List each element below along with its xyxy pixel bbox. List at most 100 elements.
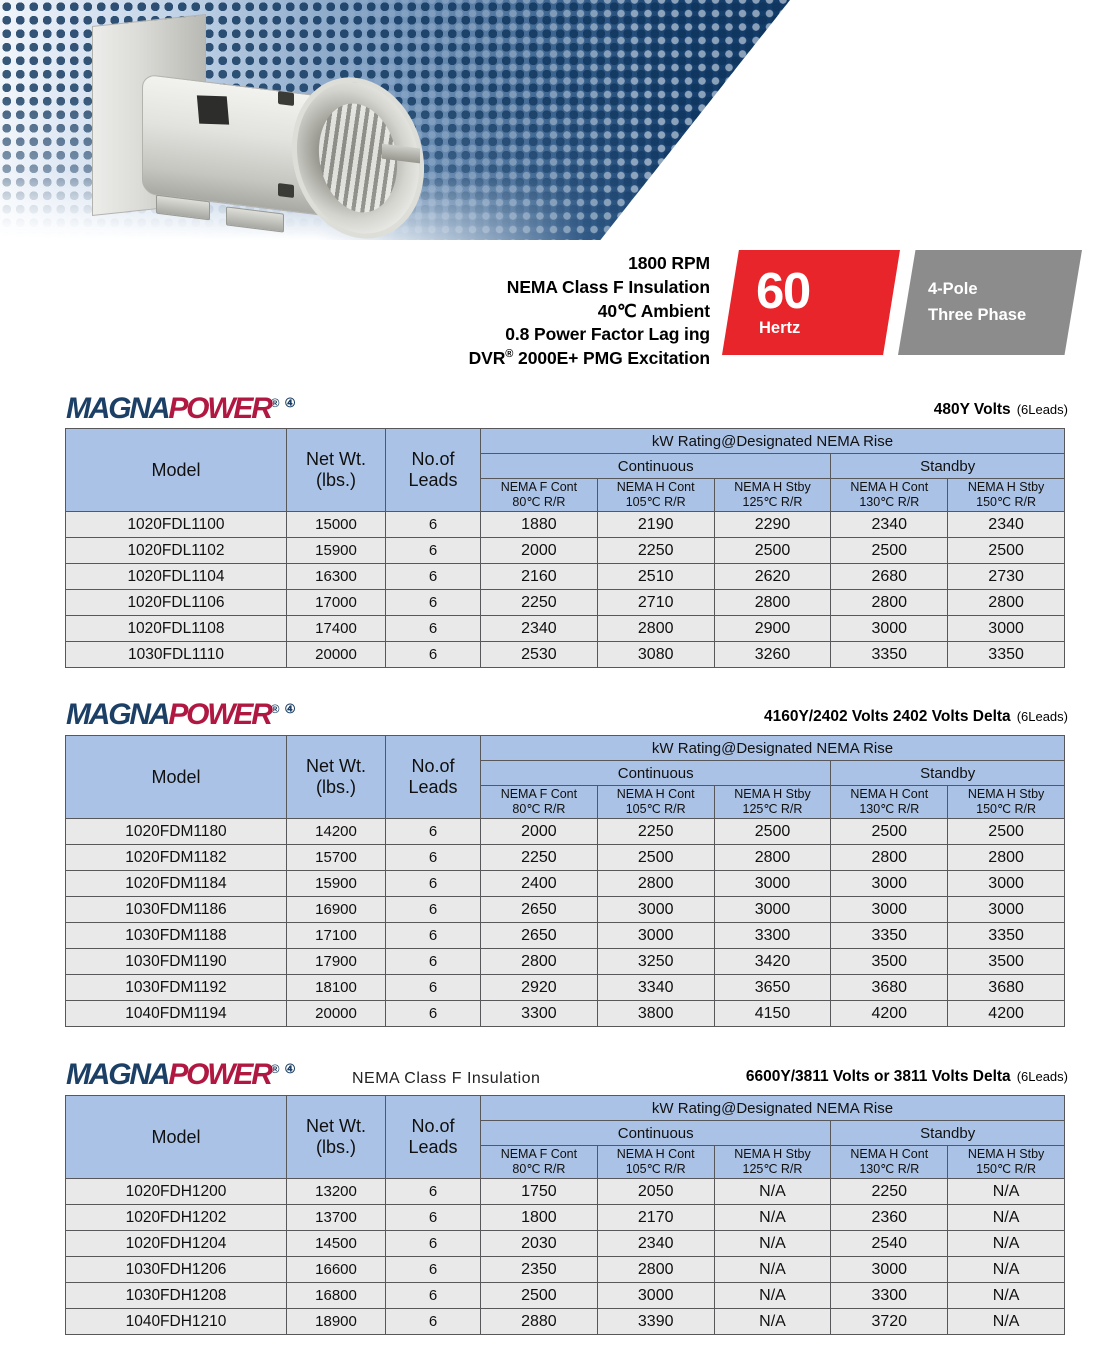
cell-model: 1020FDH1204 — [65, 1230, 287, 1257]
cell-nema-h-cont-130: 2500 — [830, 537, 949, 564]
table-row: 1020FDL1100 15000 6 1880 2190 2290 2340 2340 — [65, 511, 1065, 538]
net-weight-line1: Net Wt. — [305, 756, 366, 776]
cell-net-weight: 20000 — [286, 641, 386, 668]
cell-nema-h-stby-150: 3350 — [947, 641, 1065, 668]
sub-line1: NEMA H Stby — [967, 1147, 1045, 1162]
cell-leads: 6 — [385, 1178, 481, 1205]
col-header-model: Model — [65, 428, 287, 512]
table-row: 1020FDH1202 13700 6 1800 2170 N/A 2360 N/A — [65, 1204, 1065, 1231]
sub-line1: NEMA H Cont — [850, 1147, 929, 1162]
table-head-480y: Model Net Wt. (lbs.) No.of Leads kW Rati… — [65, 428, 1065, 512]
cell-nema-h-cont-130: 2250 — [830, 1178, 949, 1205]
col-header-nema-h-cont-130: NEMA H Cont 130℃ R/R — [830, 1145, 949, 1179]
cell-model: 1020FDL1108 — [65, 615, 287, 642]
header-row-top: Model Net Wt. (lbs.) No.of Leads kW Rati… — [65, 428, 1065, 512]
cell-nema-h-cont-130: 2540 — [830, 1230, 949, 1257]
cell-nema-f-cont-80: 2000 — [480, 818, 598, 845]
cell-nema-h-cont-130: 3720 — [830, 1308, 949, 1335]
insulation-class-note: NEMA Class F Insulation — [352, 1070, 541, 1087]
cell-nema-h-stby-150: 3000 — [947, 615, 1065, 642]
cell-model: 1020FDM1180 — [65, 818, 287, 845]
cell-model: 1030FDH1206 — [65, 1256, 287, 1283]
spec-line-insulation: NEMA Class F Insulation — [506, 276, 710, 297]
sub-line1: NEMA H Stby — [967, 480, 1045, 495]
spec-summary-block: 1800 RPM NEMA Class F Insulation 40℃ Amb… — [420, 252, 710, 371]
sub-line2: 105℃ R/R — [625, 802, 686, 816]
cell-nema-f-cont-80: 2650 — [480, 896, 598, 923]
generator-vent-2 — [278, 183, 294, 198]
col-header-standby: Standby — [830, 760, 1065, 786]
section-title-4160y: 4160Y/2402 Volts 2402 Volts Delta (6Leads… — [764, 708, 1068, 726]
col-header-nema-h-stby-150: NEMA H Stby 150℃ R/R — [947, 785, 1065, 819]
cell-nema-f-cont-80: 1880 — [480, 511, 598, 538]
cell-model: 1020FDH1200 — [65, 1178, 287, 1205]
cell-leads: 6 — [385, 537, 481, 564]
registered-mark-icon: ® — [505, 348, 514, 361]
cell-nema-h-cont-130: 3350 — [830, 641, 949, 668]
magnapower-logo-3: MAGNAPOWER® ④ — [66, 1058, 296, 1092]
cell-nema-h-stby-150: 2800 — [947, 589, 1065, 616]
cell-nema-h-cont-130: 4200 — [830, 1000, 949, 1027]
cell-nema-h-stby-125: 2800 — [713, 589, 832, 616]
cell-leads: 6 — [385, 844, 481, 871]
col-header-standby: Standby — [830, 1120, 1065, 1146]
cell-net-weight: 15900 — [286, 870, 386, 897]
cell-net-weight: 18100 — [286, 974, 386, 1001]
voltage-title-6600y: 6600Y/3811 Volts or 3811 Volts Delta — [745, 1068, 1011, 1085]
cell-nema-h-cont-105: 2510 — [596, 563, 715, 590]
sub-line1: NEMA H Cont — [616, 787, 695, 802]
cell-nema-h-cont-130: 2800 — [830, 589, 949, 616]
leads-line2: Leads — [408, 1137, 458, 1157]
header-banner — [0, 0, 1105, 240]
table-row: 1020FDL1108 17400 6 2340 2800 2900 3000 3000 — [65, 615, 1065, 642]
sub-line2: 125℃ R/R — [742, 495, 803, 509]
cell-nema-h-stby-150: 3000 — [947, 870, 1065, 897]
cell-nema-h-cont-105: 2340 — [596, 1230, 715, 1257]
cell-nema-f-cont-80: 1750 — [480, 1178, 598, 1205]
cell-nema-h-stby-125: 2900 — [713, 615, 832, 642]
cell-leads: 6 — [385, 948, 481, 975]
cell-nema-h-cont-105: 2250 — [596, 818, 715, 845]
logo-power-text: POWER — [168, 392, 273, 425]
cell-nema-h-stby-150: 4200 — [947, 1000, 1065, 1027]
logo-power-text: POWER — [168, 698, 273, 731]
cell-net-weight: 16900 — [286, 896, 386, 923]
col-header-nema-h-stby-125: NEMA H Stby 125℃ R/R — [713, 1145, 832, 1179]
col-header-kw-rating: kW Rating@Designated NEMA Rise — [480, 1095, 1065, 1121]
sub-line1: NEMA H Cont — [850, 480, 929, 495]
leads-line1: No.of — [411, 1116, 455, 1136]
cell-nema-h-stby-125: N/A — [713, 1308, 832, 1335]
cell-nema-h-stby-150: N/A — [947, 1230, 1065, 1257]
col-header-nema-h-stby-150: NEMA H Stby 150℃ R/R — [947, 478, 1065, 512]
cell-nema-h-stby-125: N/A — [713, 1230, 832, 1257]
cell-net-weight: 20000 — [286, 1000, 386, 1027]
cell-nema-f-cont-80: 2530 — [480, 641, 598, 668]
table-row: 1020FDM1180 14200 6 2000 2250 2500 2500 2500 — [65, 818, 1065, 845]
table-row: 1030FDM1188 17100 6 2650 3000 3300 3350 3350 — [65, 922, 1065, 949]
cell-nema-h-cont-130: 3000 — [830, 1256, 949, 1283]
col-header-nema-h-stby-150: NEMA H Stby 150℃ R/R — [947, 1145, 1065, 1179]
cell-model: 1020FDL1106 — [65, 589, 287, 616]
cell-model: 1040FDH1210 — [65, 1308, 287, 1335]
sub-line2: 80℃ R/R — [512, 1162, 566, 1176]
cell-leads: 6 — [385, 818, 481, 845]
cell-nema-h-stby-150: N/A — [947, 1178, 1065, 1205]
frequency-number: 60 — [756, 262, 811, 320]
cell-nema-h-cont-105: 2800 — [596, 870, 715, 897]
logo-magna-text: MAGNA — [66, 1058, 171, 1091]
cell-nema-h-stby-150: 3500 — [947, 948, 1065, 975]
cell-nema-h-cont-105: 2050 — [596, 1178, 715, 1205]
cell-model: 1020FDM1182 — [65, 844, 287, 871]
cell-nema-f-cont-80: 2650 — [480, 922, 598, 949]
voltage-title-4160y: 4160Y/2402 Volts 2402 Volts Delta — [763, 708, 1011, 725]
sub-line2: 105℃ R/R — [625, 1162, 686, 1176]
cell-model: 1030FDH1208 — [65, 1282, 287, 1309]
cell-nema-h-cont-130: 2800 — [830, 844, 949, 871]
col-header-nema-f-cont-80: NEMA F Cont 80℃ R/R — [480, 1145, 598, 1179]
registered-trademark-icon: ® — [270, 702, 280, 716]
table-row: 1020FDL1106 17000 6 2250 2710 2800 2800 2800 — [65, 589, 1065, 616]
table-row: 1040FDH1210 18900 6 2880 3390 N/A 3720 N/A — [65, 1308, 1065, 1335]
cell-net-weight: 17000 — [286, 589, 386, 616]
cell-net-weight: 16300 — [286, 563, 386, 590]
sub-line2: 130℃ R/R — [859, 802, 920, 816]
